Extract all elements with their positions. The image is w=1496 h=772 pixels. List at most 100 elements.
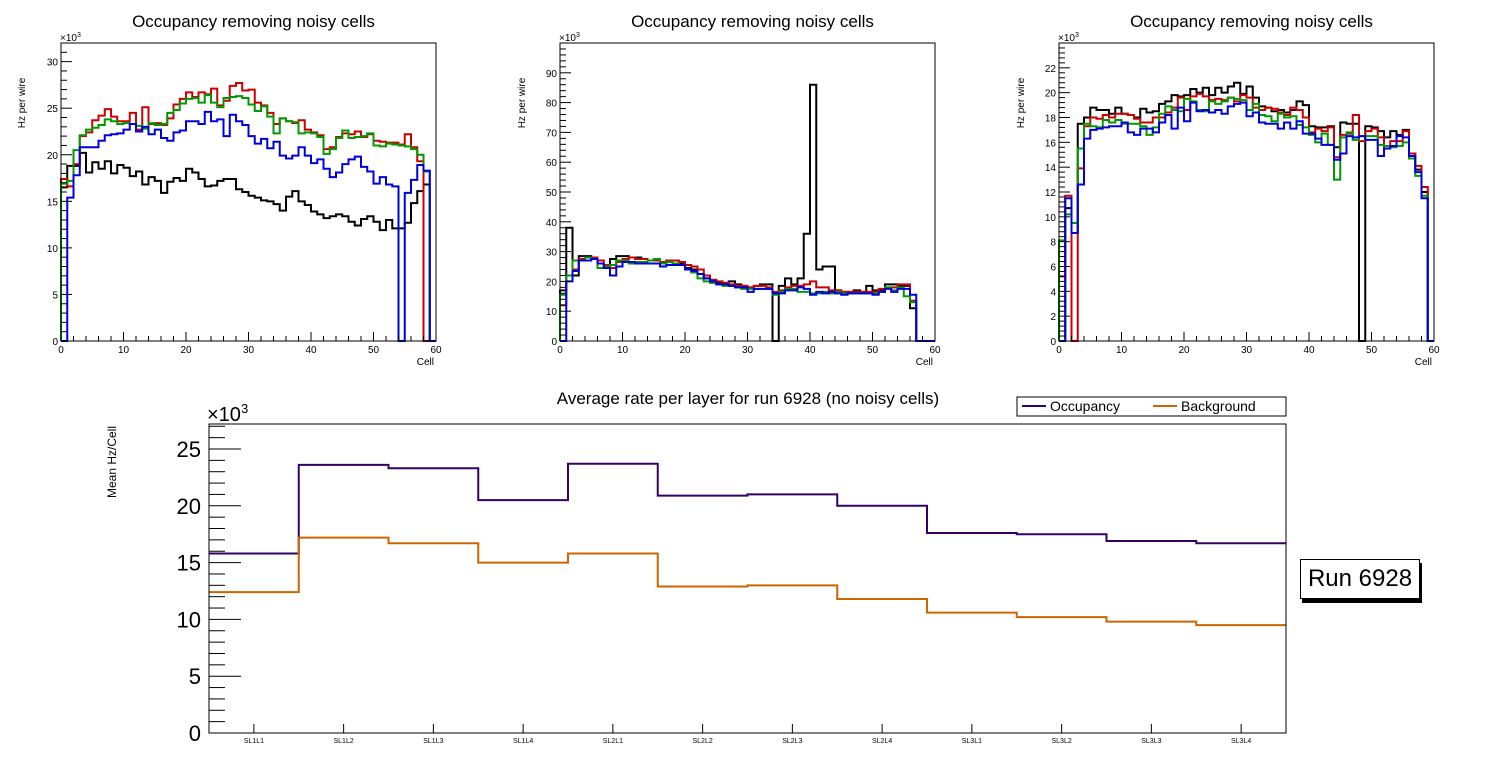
x-axis-label: Cell [1415,357,1432,368]
x-tick-label: SL3L1 [962,738,982,745]
legend-label-background: Background [1181,398,1256,414]
y-tick-label: 10 [1045,213,1057,224]
x-tick-label: 60 [929,345,941,356]
y-tick-label: 5 [189,664,201,689]
y-tick-label: 20 [546,277,558,288]
plot-title: Occupancy removing noisy cells [1130,12,1373,31]
x-axis-label: Cell [916,357,933,368]
y-tick-label: 12 [1045,188,1057,199]
y-axis-label: Hz per wire [17,77,28,128]
y-tick-label: 20 [47,151,59,162]
occupancy-plot-2: Occupancy removing noisy cells Hz per wir… [517,12,941,368]
x-tick-label: 20 [1178,345,1190,356]
y-tick-label: 22 [1045,64,1057,75]
plot-title: Average rate per layer for run 6928 (no … [557,389,939,408]
legend-box [1016,396,1287,417]
y-axis-label: Hz per wire [517,77,528,128]
plot-title: Occupancy removing noisy cells [132,12,375,31]
y-tick-label: 0 [52,337,58,348]
y-tick-label: 10 [177,607,201,632]
y-tick-label: 30 [47,58,59,69]
series-black [559,83,935,342]
run-label-box: Run 6928 [1300,559,1420,599]
y-tick-label: 15 [47,197,59,208]
x-tick-label: SL2L2 [693,738,713,745]
y-tick-label: 70 [546,128,558,139]
y-tick-label: 90 [546,69,558,80]
x-tick-label: 40 [305,345,317,356]
y-tick-label: 80 [546,99,558,110]
series-green [1058,96,1434,342]
x-tick-label: 60 [1428,345,1440,356]
series-green [60,94,436,342]
legend: Occupancy Background [1016,396,1287,417]
y-tick-label: 0 [551,337,557,348]
y-tick-label: 2 [1050,312,1056,323]
series-blue [560,258,935,342]
y-tick-label: 15 [177,551,201,576]
x-tick-label: 60 [430,345,442,356]
y-tick-label: 10 [47,244,59,255]
legend-label-occupancy: Occupancy [1050,398,1120,414]
x-tick-label: 10 [118,345,130,356]
y-tick-label: 18 [1045,114,1057,125]
x-tick-label: 30 [1241,345,1253,356]
x-tick-label: 30 [243,345,255,356]
y-tick-label: 60 [546,158,558,169]
series-background [209,536,1286,627]
y-tick-label: 16 [1045,138,1057,149]
y-tick-label: 25 [177,437,201,462]
x-tick-label: 40 [1303,345,1315,356]
y-tick-label: 30 [546,248,558,259]
x-tick-label: 0 [58,345,64,356]
y-tick-label: 6 [1050,263,1056,274]
x-tick-label: SL3L2 [1052,738,1072,745]
x-tick-label: 50 [1366,345,1378,356]
x-axis-label: Cell [417,357,434,368]
x-tick-label: SL1L3 [423,738,443,745]
x-tick-label: SL2L3 [782,738,802,745]
x-tick-label: SL2L1 [603,738,623,745]
x-tick-label: 10 [617,345,629,356]
x-tick-label: SL2L4 [872,738,892,745]
average-rate-plot: Average rate per layer for run 6928 (no … [105,389,1287,746]
x-tick-label: 20 [180,345,192,356]
x-tick-label: SL1L4 [513,738,533,745]
x-tick-label: 0 [557,345,563,356]
y-tick-label: 14 [1045,163,1057,174]
y-scale-label: ×103 [207,401,248,426]
y-tick-label: 20 [177,494,201,519]
y-axis-label: Mean Hz/Cell [105,426,119,498]
x-tick-label: 0 [1056,345,1062,356]
x-tick-label: 50 [867,345,879,356]
occupancy-plot-1: Occupancy removing noisy cells Hz per wir… [17,12,442,368]
occupancy-plot-3: Occupancy removing noisy cells Hz per wir… [1016,12,1440,368]
plot-frame [559,42,936,342]
plot-title: Occupancy removing noisy cells [631,12,874,31]
x-tick-label: SL1L2 [334,738,354,745]
y-tick-label: 50 [546,188,558,199]
y-tick-label: 20 [1045,89,1057,100]
series-black [60,151,436,342]
run-label: Run 6928 [1307,565,1413,592]
x-tick-label: 50 [368,345,380,356]
y-tick-label: 0 [189,721,201,746]
series-blue [61,110,436,342]
x-tick-label: SL3L4 [1231,738,1251,745]
series-blue [1059,101,1434,342]
x-tick-label: 40 [804,345,816,356]
y-axis-label: Hz per wire [1016,77,1027,128]
x-tick-label: SL1L1 [244,738,264,745]
x-tick-label: 30 [742,345,754,356]
y-tick-label: 10 [546,307,558,318]
y-tick-label: 25 [47,104,59,115]
y-scale-label: ×103 [559,32,580,44]
series-red [1058,92,1434,342]
x-tick-label: SL3L3 [1141,738,1161,745]
y-tick-label: 40 [546,218,558,229]
series-occupancy [209,462,1286,555]
y-tick-label: 5 [52,290,58,301]
y-scale-label: ×103 [60,32,81,44]
y-scale-label: ×103 [1058,32,1079,44]
